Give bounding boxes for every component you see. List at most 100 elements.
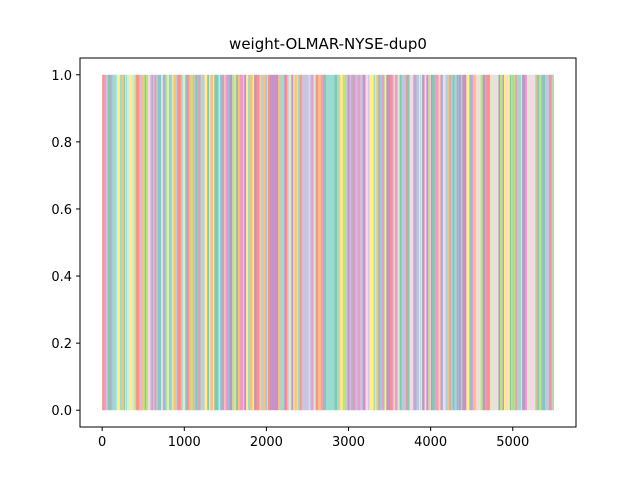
weight-band — [276, 74, 279, 411]
weight-band — [445, 74, 448, 411]
weight-band — [323, 74, 327, 411]
x-tick-label: 0 — [98, 435, 106, 450]
weight-band — [147, 74, 151, 411]
weight-band — [535, 74, 537, 411]
weight-band — [337, 74, 339, 411]
weight-band — [438, 74, 440, 411]
weight-band — [552, 74, 554, 411]
weight-band — [232, 74, 235, 411]
weight-band — [464, 74, 467, 411]
weight-band — [134, 74, 136, 411]
weight-band — [311, 74, 314, 411]
weight-band — [274, 74, 278, 411]
weight-band — [325, 74, 328, 411]
weight-band — [536, 74, 538, 411]
weight-band — [175, 74, 178, 411]
weight-band — [246, 74, 249, 411]
weight-band — [104, 74, 107, 411]
weight-band — [472, 74, 474, 411]
weight-band — [513, 74, 516, 411]
weight-band — [543, 74, 545, 411]
weight-band — [533, 74, 536, 411]
weight-band — [510, 74, 513, 411]
weight-band — [139, 74, 143, 411]
weight-band — [137, 74, 140, 411]
weight-band — [173, 74, 176, 411]
weight-band — [169, 74, 171, 411]
weight-band — [399, 74, 402, 411]
weight-band — [362, 74, 366, 411]
y-axis: 0.0 0.2 0.4 0.6 0.8 1.0 — [51, 69, 80, 419]
weight-band — [384, 74, 386, 411]
weight-band — [239, 74, 242, 411]
weight-band — [252, 74, 255, 411]
weight-band — [503, 74, 506, 411]
weight-band — [524, 74, 528, 411]
x-tick-label: 4000 — [414, 435, 447, 450]
weight-band — [507, 74, 510, 411]
weight-band — [522, 74, 524, 411]
weight-band — [373, 74, 376, 411]
weight-band — [469, 74, 473, 411]
weight-band — [327, 74, 331, 411]
weight-band — [167, 74, 170, 411]
weight-band — [177, 74, 179, 411]
x-tick-label: 3000 — [332, 435, 365, 450]
weight-band — [291, 74, 294, 411]
weight-band — [456, 74, 458, 411]
weight-band — [439, 74, 441, 411]
y-tick-label: 0.2 — [51, 337, 72, 352]
weight-band — [491, 74, 494, 411]
weight-band — [313, 74, 316, 411]
weight-band — [342, 74, 346, 411]
weight-band — [403, 74, 406, 411]
weight-band — [351, 74, 353, 411]
weight-band — [371, 74, 374, 411]
weight-band — [227, 74, 231, 411]
weight-band — [347, 74, 350, 411]
weight-band — [287, 74, 289, 411]
weight-band — [529, 74, 532, 411]
weight-band — [135, 74, 138, 411]
weight-band — [386, 74, 389, 411]
weight-band — [345, 74, 348, 411]
weight-band — [355, 74, 358, 411]
weight-band — [185, 74, 187, 411]
weight-band — [331, 74, 335, 411]
weight-band — [414, 74, 417, 411]
weight-band — [195, 74, 198, 411]
weight-band — [122, 74, 125, 411]
weight-band — [151, 74, 153, 411]
weight-band — [282, 74, 284, 411]
weight-band — [384, 74, 387, 411]
weight-band — [294, 74, 297, 411]
weight-band — [116, 74, 118, 411]
weight-band — [454, 74, 457, 411]
weight-band — [241, 74, 244, 411]
x-tick-label: 2000 — [250, 435, 283, 450]
weight-band — [450, 74, 453, 411]
weight-band — [376, 74, 379, 411]
weight-band — [353, 74, 356, 411]
weight-band — [352, 74, 355, 411]
weight-band — [105, 74, 109, 411]
weight-band — [381, 74, 385, 411]
weight-band — [486, 74, 490, 411]
weight-band — [115, 74, 117, 411]
weight-band — [495, 74, 499, 411]
weight-band — [409, 74, 413, 411]
chart-title: weight-OLMAR-NYSE-dup0 — [229, 35, 427, 53]
weight-band — [315, 74, 319, 411]
weight-band — [111, 74, 113, 411]
weight-band — [192, 74, 194, 411]
weight-band — [216, 74, 219, 411]
weight-band — [259, 74, 261, 411]
weight-band — [397, 74, 400, 411]
weight-band — [224, 74, 226, 411]
weight-band — [530, 74, 534, 411]
weight-band — [478, 74, 481, 411]
weight-band — [124, 74, 126, 411]
weight-band — [126, 74, 130, 411]
weight-band — [285, 74, 288, 411]
weight-band — [133, 74, 135, 411]
